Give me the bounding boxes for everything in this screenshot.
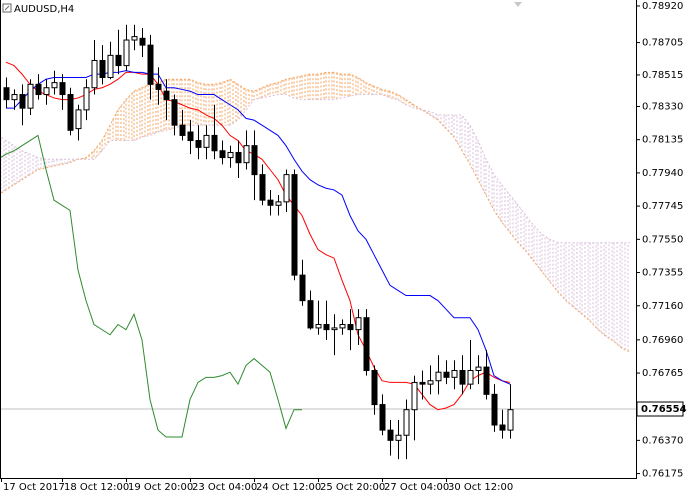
plot-area [0, 24, 636, 460]
x-tick-label: 25 Oct 20:00 [320, 482, 385, 493]
candle-body [371, 370, 378, 406]
candle-body [51, 82, 58, 89]
candle-body [435, 371, 442, 382]
candle-body [451, 370, 458, 378]
candle-body [507, 409, 514, 431]
candle-body [139, 37, 146, 46]
candle-body [67, 94, 74, 131]
x-tick-label: 19 Oct 20:00 [128, 482, 193, 493]
candle-body [43, 87, 50, 96]
candle-body [307, 300, 314, 329]
candle-body [35, 83, 42, 96]
candle-body [179, 124, 186, 136]
candle-body [99, 59, 106, 79]
y-tick-label: 0.78135 [642, 135, 683, 146]
candle-body [499, 424, 506, 431]
candle-body [107, 54, 114, 79]
candle-body [27, 83, 34, 109]
candle-body [203, 134, 210, 148]
candle-body [195, 140, 202, 148]
candle-body [467, 370, 474, 385]
candle-body [291, 174, 298, 276]
indicator-line [0, 134, 302, 438]
y-tick-label: 0.77940 [642, 168, 683, 179]
y-tick-label: 0.77550 [642, 234, 683, 245]
candle-body [459, 370, 466, 385]
y-tick-label: 0.77745 [642, 201, 683, 212]
chart-title: AUDUSD,H4 [14, 4, 74, 15]
candle-body [331, 327, 338, 331]
candle-body [187, 131, 194, 142]
current-price-label: 0.76554 [641, 404, 687, 415]
candle-body [403, 409, 410, 436]
candle-body [115, 54, 122, 67]
y-tick-label: 0.78920 [642, 1, 683, 12]
shift-marker[interactable] [514, 2, 522, 7]
candle-body [155, 83, 162, 90]
candle-body [483, 366, 490, 395]
candle-body [315, 324, 322, 329]
candle-body [3, 87, 10, 101]
x-tick-label: 17 Oct 2017 [3, 482, 65, 493]
candle-body [131, 36, 138, 41]
candle-body [347, 324, 354, 331]
y-tick-label: 0.76765 [642, 368, 683, 379]
candle-body [419, 381, 426, 385]
candle-body [339, 324, 346, 329]
candle-body [235, 151, 242, 164]
candle-body [75, 109, 82, 130]
candle-body [91, 59, 98, 89]
candle-body [227, 151, 234, 159]
y-tick-label: 0.78705 [642, 38, 683, 49]
candle-body [147, 44, 154, 85]
candle-body [355, 317, 362, 331]
y-tick-label: 0.77355 [642, 268, 683, 279]
candle-body [219, 150, 226, 159]
x-tick-label: 23 Oct 04:00 [192, 482, 257, 493]
indicator-line [5, 61, 511, 411]
candle-body [443, 371, 450, 378]
y-tick-label: 0.78515 [642, 70, 683, 81]
candle-body [323, 324, 330, 331]
y-tick-label: 0.78330 [642, 101, 683, 112]
candle-body [387, 429, 394, 441]
x-tick-label: 24 Oct 12:00 [256, 482, 321, 493]
y-tick-label: 0.76370 [642, 435, 683, 446]
cloud-span-a [0, 71, 631, 353]
candle-body [259, 174, 266, 201]
candle-body [475, 366, 482, 372]
candle-body [283, 174, 290, 203]
candle-body [59, 82, 66, 96]
candle-body [11, 94, 18, 101]
candle-body [211, 134, 218, 152]
candle-body [243, 145, 250, 164]
candle-body [83, 87, 90, 111]
candle-body [363, 317, 370, 372]
current-price-box [636, 401, 684, 417]
x-tick-label: 27 Oct 04:00 [384, 482, 449, 493]
candle-body [19, 94, 26, 109]
candle-body [427, 380, 434, 385]
candle-body [395, 434, 402, 441]
y-tick-label: 0.76175 [642, 469, 683, 480]
candle-body [491, 393, 498, 426]
candle-body [379, 404, 386, 431]
x-tick-label: 18 Oct 12:00 [64, 482, 129, 493]
candle-body [299, 274, 306, 302]
candle-body [411, 381, 418, 411]
candle-body [275, 201, 282, 206]
candle-body [123, 39, 130, 67]
x-tick-label: 30 Oct 12:00 [448, 482, 513, 493]
candle-body [163, 90, 170, 101]
indicator-line [6, 70, 511, 385]
cloud-span-b [0, 94, 630, 244]
y-tick-label: 0.76960 [642, 335, 683, 346]
symbol-icon-mark [4, 5, 10, 11]
candle-body [171, 99, 178, 126]
candle-body [267, 199, 274, 206]
candle-body [251, 145, 258, 176]
y-tick-label: 0.77160 [642, 301, 683, 312]
